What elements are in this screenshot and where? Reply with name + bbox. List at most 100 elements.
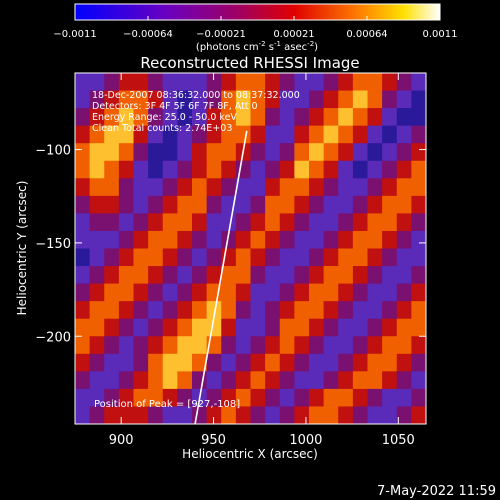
heatmap-cell bbox=[89, 406, 105, 425]
heatmap-cell bbox=[352, 160, 369, 179]
heatmap-cell bbox=[221, 318, 237, 337]
heatmap-cell bbox=[323, 371, 339, 390]
heatmap-cell bbox=[396, 248, 412, 267]
heatmap-cell bbox=[192, 73, 208, 92]
heatmap-cell bbox=[396, 108, 412, 127]
heatmap-cell bbox=[250, 406, 266, 425]
heatmap-cell bbox=[221, 283, 237, 302]
heatmap-cell bbox=[294, 213, 310, 232]
heatmap-cell bbox=[396, 353, 412, 372]
heatmap-cell bbox=[192, 353, 208, 372]
heatmap-cell bbox=[206, 301, 222, 320]
heatmap-cell bbox=[382, 248, 398, 267]
colorbar-tick-label: −0.00064 bbox=[123, 29, 173, 40]
heatmap-cell bbox=[148, 406, 164, 425]
plot-frame bbox=[74, 72, 427, 425]
heatmap-cell bbox=[133, 160, 149, 179]
heatmap-cell bbox=[206, 318, 222, 337]
heatmap-cell bbox=[118, 266, 135, 285]
heatmap-cell bbox=[235, 318, 252, 337]
heatmap-cell bbox=[411, 406, 427, 425]
heatmap-cell bbox=[177, 108, 193, 127]
heatmap-cell bbox=[148, 230, 164, 249]
heatmap-cell bbox=[177, 248, 193, 267]
heatmap-cell bbox=[177, 178, 193, 197]
heatmap-cell bbox=[294, 406, 310, 425]
heatmap-cell bbox=[323, 388, 339, 407]
heatmap-cell bbox=[104, 213, 120, 232]
annotation-energy-range: Energy Range: 25.0 - 50.0 keV bbox=[92, 112, 237, 123]
heatmap-cell bbox=[294, 230, 310, 249]
heatmap-cell bbox=[148, 283, 164, 302]
heatmap-cell bbox=[192, 125, 208, 144]
heatmap-cell bbox=[235, 108, 252, 127]
heatmap-cell bbox=[133, 213, 149, 232]
heatmap-cell bbox=[75, 318, 91, 337]
heatmap-cell bbox=[352, 230, 369, 249]
heatmap-cell bbox=[192, 178, 208, 197]
heatmap-cell bbox=[206, 108, 222, 127]
heatmap-cell bbox=[265, 230, 281, 249]
heatmap-cell bbox=[118, 160, 135, 179]
heatmap-cell bbox=[382, 336, 398, 355]
heatmap-cell bbox=[206, 371, 222, 390]
heatmap-cell bbox=[206, 125, 222, 144]
heatmap-cell bbox=[206, 213, 222, 232]
heatmap-cell bbox=[367, 73, 383, 92]
heatmap-cell bbox=[338, 318, 354, 337]
heatmap-cell bbox=[104, 143, 120, 162]
heatmap-cell bbox=[338, 230, 354, 249]
heatmap-cell bbox=[396, 371, 412, 390]
heatmap-cell bbox=[294, 73, 310, 92]
heatmap-cell bbox=[133, 178, 149, 197]
heatmap-cell bbox=[104, 125, 120, 144]
heatmap-cell bbox=[75, 108, 91, 127]
heatmap-cell bbox=[89, 108, 105, 127]
heatmap-cell bbox=[148, 143, 164, 162]
heatmap-cell bbox=[265, 160, 281, 179]
heatmap-cell bbox=[206, 406, 222, 425]
heatmap-cell bbox=[118, 301, 135, 320]
heatmap-cell bbox=[279, 230, 295, 249]
heatmap-cell bbox=[323, 108, 339, 127]
annotation-detectors: Detectors: 3F 4F 5F 6F 7F 8F, Att 0 bbox=[92, 101, 258, 112]
heatmap-cell bbox=[352, 318, 369, 337]
heatmap-cell bbox=[265, 73, 281, 92]
heatmap-cell bbox=[89, 266, 105, 285]
heatmap-cell bbox=[148, 195, 164, 214]
heatmap-cell bbox=[367, 143, 383, 162]
heatmap-cell bbox=[396, 388, 412, 407]
heatmap-cell bbox=[294, 195, 310, 214]
chart-title: Reconstructed RHESSI Image bbox=[140, 54, 359, 72]
heatmap-cell bbox=[148, 266, 164, 285]
heatmap-cell bbox=[118, 90, 135, 109]
heatmap-cell bbox=[396, 73, 412, 92]
heatmap-cell bbox=[309, 143, 325, 162]
heatmap-cell bbox=[279, 108, 295, 127]
heatmap-cell bbox=[279, 213, 295, 232]
heatmap-cell bbox=[294, 283, 310, 302]
heatmap-cell bbox=[206, 248, 222, 267]
heatmap-cell bbox=[148, 318, 164, 337]
heatmap-cell bbox=[162, 248, 178, 267]
heatmap-cell bbox=[162, 318, 178, 337]
heatmap-cell bbox=[309, 178, 325, 197]
heatmap-cell bbox=[382, 125, 398, 144]
heatmap-cell bbox=[250, 353, 266, 372]
heatmap-cell bbox=[89, 90, 105, 109]
heatmap-cell bbox=[104, 73, 120, 92]
heatmap-cell bbox=[133, 73, 149, 92]
heatmap-cell bbox=[382, 195, 398, 214]
heatmap-cell bbox=[118, 143, 135, 162]
heatmap-cell bbox=[411, 125, 427, 144]
heatmap-cell bbox=[192, 230, 208, 249]
heatmap-cell bbox=[133, 195, 149, 214]
heatmap-cell bbox=[148, 388, 164, 407]
heatmap-cell bbox=[235, 213, 252, 232]
heatmap-cell bbox=[338, 283, 354, 302]
heatmap-cell bbox=[75, 248, 91, 267]
heatmap-cell bbox=[367, 178, 383, 197]
heatmap-cell bbox=[294, 90, 310, 109]
heatmap-cell bbox=[352, 143, 369, 162]
heatmap-cell bbox=[411, 160, 427, 179]
